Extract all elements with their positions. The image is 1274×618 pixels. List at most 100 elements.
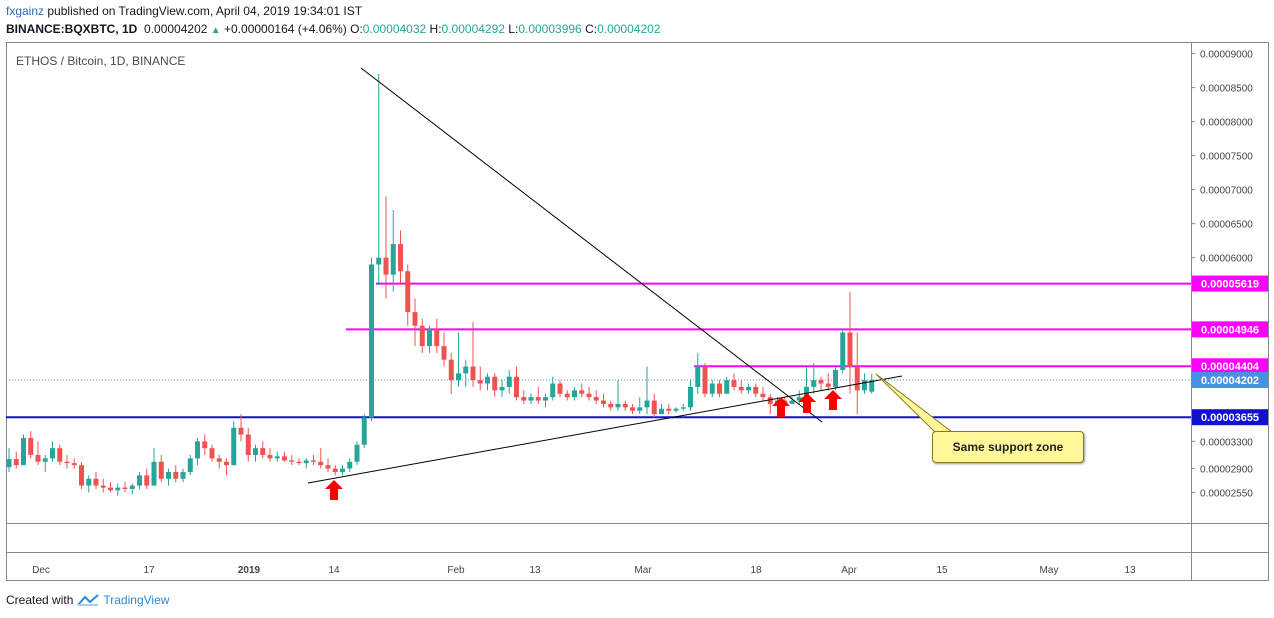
candle [615,380,621,411]
candle [57,444,63,466]
price-tag-label: 0.00005619 [1201,279,1259,291]
candle [659,403,664,415]
up-arrow-icon: ▲ [210,25,221,36]
candle [376,73,382,285]
price-tags: 0.00005619 0.00004946 0.00004404 0.00004202… [1192,275,1268,426]
candle [448,352,454,394]
candle [398,230,403,285]
horizontal-levels[interactable] [6,282,1191,419]
candle [354,441,360,466]
candle [93,471,99,489]
price-tick-label: 0.00002900 [1200,465,1253,476]
candle [586,386,592,401]
candle [862,373,867,394]
time-tick-label: 13 [529,565,541,576]
candle [129,483,135,495]
price-tick-label: 0.00007000 [1200,186,1253,197]
open-value: 0.00004032 [362,22,427,36]
time-tick-label: 18 [750,565,762,576]
published-text: published on TradingView.com, April 04, … [47,4,363,18]
candle [456,332,461,387]
candle [412,298,418,347]
candle [209,444,215,462]
price-tick-label: 0.00008500 [1200,84,1253,95]
series-legend: ETHOS / Bitcoin, 1D, BINANCE [16,54,186,68]
price-tick-label: 0.00006000 [1200,254,1253,265]
candle [463,359,469,387]
candle [709,380,715,398]
candle [216,454,222,469]
candle [535,386,541,404]
ascending-trendline[interactable] [307,375,903,484]
high-label: H: [429,22,442,36]
time-tick-label: 15 [936,565,948,576]
candle [579,383,585,398]
time-tick-label: Feb [447,565,465,576]
close-value: 0.00004202 [597,22,661,36]
candle [470,322,476,387]
time-axis[interactable]: Dec 17 2019 14 Feb 13 Mar 18 Apr 15 May 13 [32,565,1136,576]
candle [6,448,12,472]
candle [550,376,556,401]
candle [187,454,193,476]
support-callout[interactable]: Same support zone [932,431,1084,463]
footer: Created with TradingView [6,593,169,607]
candle [383,196,389,299]
candle [825,373,831,391]
descending-trendline[interactable] [360,67,823,423]
low-value: 0.00003996 [518,22,582,36]
up-arrow-icon [772,397,790,417]
candle [173,465,179,483]
price-axis[interactable]: 0.00009000 0.00008500 0.00008000 0.00007500… [1191,50,1253,500]
candle [122,482,128,493]
candle [746,383,751,394]
candle [361,414,367,449]
candle [137,471,142,489]
candle [564,390,570,401]
candle [688,380,693,411]
candle [434,318,440,353]
open-label: O: [350,22,363,36]
created-with-label: Created with [6,593,74,607]
candle [71,458,77,469]
candle [332,465,338,476]
tradingview-link[interactable]: TradingView [103,593,170,607]
publish-info: fxgainz published on TradingView.com, Ap… [6,4,362,18]
candle [767,393,773,415]
candle [818,376,824,391]
price-tick-label: 0.00006500 [1200,220,1253,231]
time-tick-label: Dec [32,565,50,576]
price-tag-box [1192,371,1268,388]
candle [28,431,34,459]
candle [651,393,657,418]
time-tick-label: Mar [634,565,652,576]
candle [405,264,411,326]
candle [738,380,744,394]
candle [311,454,316,466]
candle [622,400,628,411]
candle [42,454,48,472]
last-price: 0.00004202 [144,22,208,36]
candle [680,403,686,411]
support-arrows [325,390,842,500]
symbol-info-bar: BINANCE:BQXBTC, 1D 0.00004202 ▲ +0.00000… [6,22,660,36]
price-tick-label: 0.00007500 [1200,152,1253,163]
author-link[interactable]: fxgainz [6,4,45,18]
candle [637,397,643,415]
candle [115,483,121,496]
price-tag-box [1192,409,1268,426]
time-tick-label: 2019 [238,565,261,576]
candle [13,451,19,469]
candle [303,458,309,469]
candle [833,366,838,391]
candle [499,380,505,398]
candle [485,373,490,391]
candle [296,458,302,466]
candle [731,373,737,391]
candle [79,461,84,489]
high-value: 0.00004292 [441,22,505,36]
candle [21,434,26,466]
candle [238,414,244,442]
up-arrow-icon [824,390,842,410]
